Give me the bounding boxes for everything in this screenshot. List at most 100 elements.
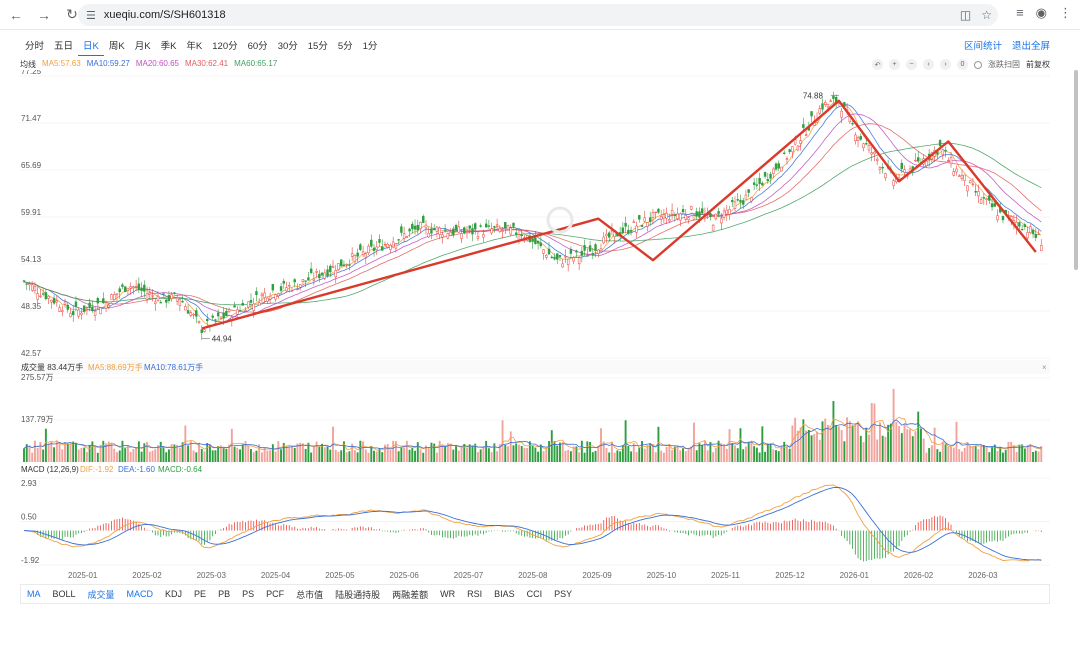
indicator-tab[interactable]: RSI [467,589,483,599]
profile-icon[interactable]: ◉ [1035,5,1047,20]
volume-bar [796,430,799,462]
candle-body [515,232,518,235]
indicator-tab[interactable]: MACD [126,589,154,599]
scroll-right-icon[interactable]: › [940,59,951,70]
indicator-tab[interactable]: PSY [554,589,573,599]
site-info-icon[interactable]: ☰ [86,9,96,22]
undo-icon[interactable]: ↶ [872,59,883,70]
page-scrollbar[interactable] [1074,70,1078,270]
volume-bar [173,444,176,462]
indicator-tab[interactable]: PS [242,589,255,599]
indicator-tab[interactable]: 总市值 [296,589,324,600]
scroll-left-icon[interactable]: ‹ [923,59,934,70]
zoom-out-icon[interactable]: − [906,59,917,70]
exit-fullscreen-link[interactable]: 退出全屏 [1011,41,1050,52]
indicator-tab[interactable]: PB [218,589,231,599]
address-bar[interactable]: ☰ xueqiu.com/S/SH601318 ◫ ☆ [78,4,998,26]
x-tick-label: 2025-02 [132,571,162,580]
indicator-tab[interactable]: WR [440,589,456,599]
change-scan-toggle[interactable]: 涨跌扫固 [988,60,1020,69]
period-tab[interactable]: 5分 [337,41,353,52]
candle-body [1037,233,1040,236]
indicator-tab[interactable]: PCF [266,589,285,599]
volume-bar [364,449,367,462]
candle-body [41,293,45,295]
period-tab[interactable]: 30分 [277,41,298,52]
indicator-tab[interactable]: 成交量 [87,589,115,600]
volume-ma10-line [23,419,1042,450]
candle-body [597,249,600,254]
zero-button[interactable]: 0 [957,59,968,70]
indicator-tab[interactable]: CCI [526,589,543,599]
cast-icon[interactable]: ◫ [959,8,972,22]
candle-body [290,290,294,292]
candle-body [692,215,696,221]
volume-bar [307,442,310,462]
indicator-tab[interactable]: 两融差额 [392,589,429,600]
volume-bar [124,447,127,462]
volume-bar [416,442,419,462]
candle-body [178,299,182,306]
volume-bar [457,450,460,462]
period-tab[interactable]: 周K [108,41,125,52]
back-arrow-icon[interactable]: ← [9,6,23,23]
reload-icon[interactable]: ↻ [66,6,78,22]
candle-body [329,265,332,273]
volume-bar [520,445,523,462]
volume-bar [982,444,985,462]
indicator-tab[interactable]: PE [194,589,207,599]
volume-bar [310,452,313,462]
bookmark-star-icon[interactable]: ☆ [981,8,992,22]
candle-body [867,144,871,151]
volume-bar [1012,445,1015,462]
period-tab[interactable]: 60分 [247,41,268,52]
kline-chart[interactable]: 77.25 71.47 65.69 59.91 54.13 48.35 42.57 74.88… [20,70,1050,590]
volume-bar [693,422,695,462]
candle-body [162,293,165,295]
candle-body [266,297,269,302]
period-tab[interactable]: 120分 [212,41,238,52]
indicator-tab[interactable]: KDJ [165,589,183,599]
period-tab[interactable]: 五日 [54,41,74,52]
candle-body [673,214,677,217]
period-tab[interactable]: 分时 [25,41,45,52]
candle-body [473,223,477,230]
indicator-tab[interactable]: MA [27,589,41,599]
volume-bar [824,418,827,462]
ma-legend-item: MA20:60.65 [135,59,179,68]
period-tab[interactable]: 日K [78,38,104,56]
forward-adjust-toggle[interactable]: 前复权 [1026,60,1050,69]
volume-bar [627,446,630,462]
volume-bar [31,452,34,462]
volume-bar [846,417,849,462]
indicator-tab[interactable]: 陆股通持股 [335,589,381,600]
range-stats-link[interactable]: 区间统计 [963,41,1002,52]
period-tab[interactable]: 季K [160,41,177,52]
price-tick-label: 65.69 [21,161,42,170]
watermark-logo [546,206,574,234]
zoom-in-icon[interactable]: + [889,59,900,70]
volume-bar [859,435,862,462]
forward-arrow-icon[interactable]: → [37,6,51,23]
volume-bar [900,433,903,462]
volume-bar [783,441,786,462]
period-tab[interactable]: 月K [134,41,151,52]
candle-body [350,253,354,257]
candle-body [484,223,488,228]
volume-bar [425,445,427,462]
candle-body [315,271,318,273]
period-tab[interactable]: 1分 [362,41,378,52]
reading-list-icon[interactable]: ≡ [1016,5,1024,20]
period-tab[interactable]: 15分 [307,41,328,52]
indicator-tab[interactable]: BIAS [494,589,515,599]
volume-bar [239,449,241,462]
option-circle-icon[interactable] [974,60,982,69]
candle-body [717,211,720,214]
volume-bar [545,448,548,462]
volume-bar [455,445,458,462]
menu-kebab-icon[interactable]: ⋮ [1059,5,1072,20]
candle-body [955,168,958,173]
period-tab[interactable]: 年K [186,41,203,52]
volume-bar [214,450,217,462]
indicator-tab[interactable]: BOLL [52,589,76,599]
